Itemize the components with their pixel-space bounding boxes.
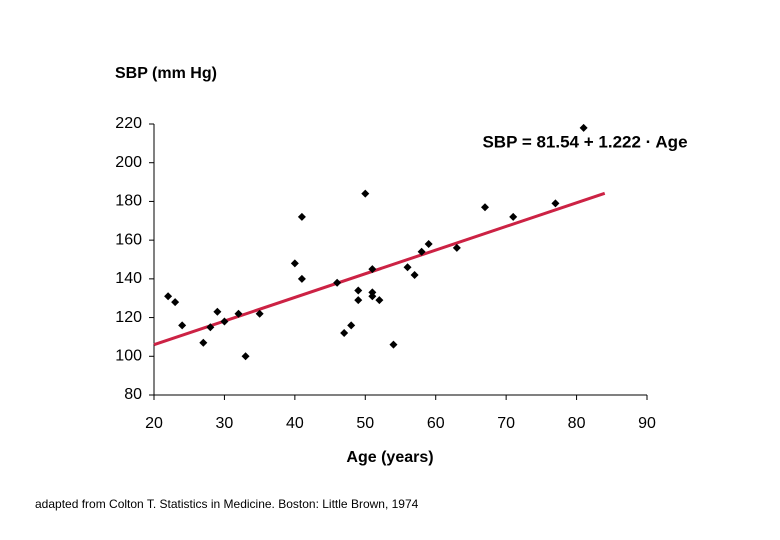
point (509, 212, 518, 221)
point (354, 286, 363, 295)
x-axis-label: Age (years) (346, 449, 433, 466)
point (290, 259, 299, 268)
point (297, 274, 306, 283)
point (297, 212, 306, 221)
point (354, 296, 363, 305)
point (206, 323, 215, 332)
point (361, 189, 370, 198)
point (403, 263, 412, 272)
point (417, 247, 426, 256)
point (164, 292, 173, 301)
point (368, 265, 377, 274)
point (579, 123, 588, 132)
x-tick-label: 70 (497, 415, 515, 432)
point (241, 352, 250, 361)
x-tick-label: 50 (356, 415, 374, 432)
point (410, 270, 419, 279)
y-tick-label: 100 (115, 348, 142, 365)
point (481, 203, 490, 212)
point (213, 307, 222, 316)
point (220, 317, 229, 326)
y-tick-label: 220 (115, 115, 142, 132)
point (452, 243, 461, 252)
y-tick-label: 140 (115, 270, 142, 287)
x-tick-label: 80 (568, 415, 586, 432)
point (375, 296, 384, 305)
point (255, 309, 264, 318)
point (199, 338, 208, 347)
x-tick-label: 60 (427, 415, 445, 432)
x-tick-label: 40 (286, 415, 304, 432)
regression-line (153, 191, 606, 347)
y-axis-label: SBP (mm Hg) (115, 65, 217, 82)
y-tick-label: 80 (124, 386, 142, 403)
x-tick-label: 20 (145, 415, 163, 432)
equation: SBP = 81.54 + 1.222 · Age (482, 132, 687, 151)
point (340, 329, 349, 338)
y-tick-label: 120 (115, 309, 142, 326)
point (389, 340, 398, 349)
point (424, 240, 433, 249)
point (347, 321, 356, 330)
point (333, 278, 342, 287)
point (178, 321, 187, 330)
source-note: adapted from Colton T. Statistics in Med… (35, 497, 419, 511)
y-tick-label: 180 (115, 193, 142, 210)
y-tick-label: 160 (115, 231, 142, 248)
x-tick-label: 90 (638, 415, 656, 432)
point (171, 298, 180, 307)
point (368, 292, 377, 301)
x-tick-label: 30 (216, 415, 234, 432)
y-tick-label: 200 (115, 154, 142, 171)
point (234, 309, 243, 318)
point (551, 199, 560, 208)
